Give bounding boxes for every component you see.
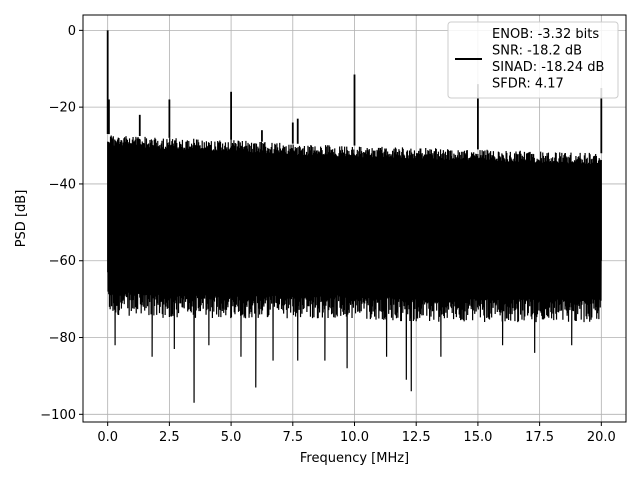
y-tick-label: −20	[49, 101, 76, 116]
legend-box	[447, 21, 619, 99]
legend-entry: ENOB: -3.32 bits SNR: -18.2 dB SINAD: -18.…	[492, 27, 604, 92]
x-tick-label: 20.0	[587, 430, 616, 445]
y-tick-label: −60	[49, 254, 76, 269]
x-tick-label: 17.5	[525, 430, 554, 445]
x-tick-label: 15.0	[463, 430, 492, 445]
y-tick-label: −100	[40, 408, 76, 423]
y-tick-label: 0	[68, 24, 76, 39]
x-tick-label: 2.5	[159, 430, 180, 445]
y-axis-label: PSD [dB]	[14, 190, 29, 248]
x-tick-label: 7.5	[282, 430, 303, 445]
x-tick-label: 5.0	[221, 430, 242, 445]
legend-line-text: SNR: -18.2 dB	[492, 44, 582, 59]
legend: ENOB: -3.32 bits SNR: -18.2 dB SINAD: -18.…	[447, 21, 619, 99]
legend-line-text: SINAD: -18.24 dB	[492, 60, 604, 75]
y-tick-label: −80	[49, 331, 76, 346]
x-tick-label: 12.5	[402, 430, 431, 445]
x-tick-label: 10.0	[340, 430, 369, 445]
x-axis-label: Frequency [MHz]	[300, 451, 409, 466]
x-tick-label: 0.0	[97, 430, 118, 445]
legend-line-text: ENOB: -3.32 bits	[492, 27, 599, 42]
psd-trace	[107, 135, 602, 403]
y-tick-label: −40	[49, 177, 76, 192]
legend-line-text: SFDR: 4.17	[492, 77, 564, 92]
ticks: 0.0 2.5 5.0 7.5 10.0 12.5 15.0 17.5 20.0 0 −20 −40 −…	[40, 24, 616, 445]
